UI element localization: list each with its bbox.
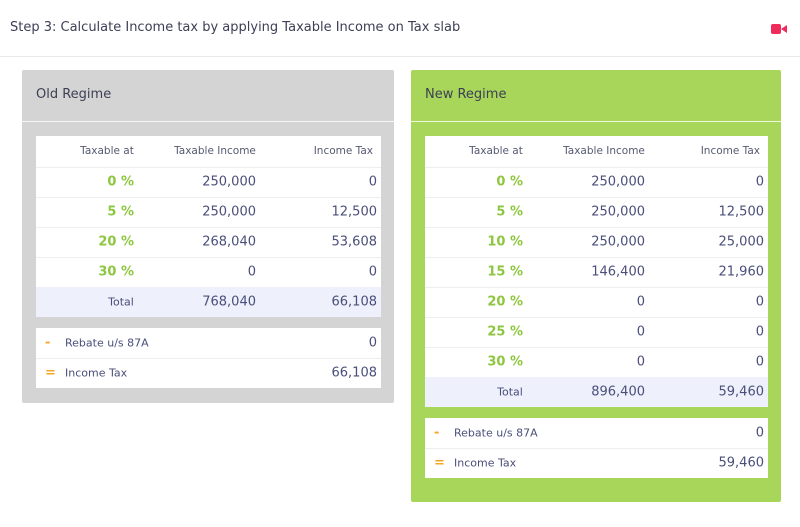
taxable-income: 0 [247, 264, 256, 280]
slab-rate: 20 % [98, 234, 134, 250]
slab-rate: 10 % [487, 234, 523, 250]
panel-title: Old Regime [36, 87, 112, 102]
slab-rate: 15 % [487, 264, 523, 280]
taxable-income: 250,000 [202, 174, 256, 190]
summary-box: - Rebate u/s 87A 0 = Income Tax 66,108 [36, 328, 381, 388]
income-tax: 0 [755, 294, 764, 310]
row-divider [425, 317, 768, 318]
income-tax: 0 [368, 174, 377, 190]
summary-label: Income Tax [65, 366, 128, 380]
divider [0, 56, 800, 57]
row-divider [425, 287, 768, 288]
income-tax: 0 [755, 324, 764, 340]
column-header: Income Tax [313, 145, 373, 157]
summary-value: 59,460 [718, 455, 765, 471]
taxable-income: 268,040 [202, 234, 256, 250]
summary-value: 0 [368, 335, 377, 351]
row-divider [425, 257, 768, 258]
summary-label: Rebate u/s 87A [65, 336, 149, 350]
operator: = [434, 455, 445, 471]
column-header: Taxable at [469, 145, 523, 157]
row-divider [425, 448, 768, 449]
tax-table: Taxable at Taxable Income Income Tax 0 % 250… [425, 136, 768, 407]
total-label: Total [108, 295, 134, 309]
operator: - [434, 425, 440, 441]
column-header: Taxable Income [174, 145, 256, 157]
slab-rate: 0 % [496, 174, 523, 190]
total-label: Total [497, 385, 523, 399]
income-tax: 0 [755, 174, 764, 190]
panel-divider [22, 121, 394, 122]
taxable-income: 250,000 [591, 234, 645, 250]
row-divider [425, 197, 768, 198]
column-header: Taxable at [80, 145, 134, 157]
income-tax: 0 [755, 354, 764, 370]
income-tax: 25,000 [718, 234, 765, 250]
row-divider [425, 227, 768, 228]
slab-rate: 5 % [107, 204, 134, 220]
tax-table: Taxable at Taxable Income Income Tax 0 % 250… [36, 136, 381, 317]
total-row [36, 287, 381, 317]
total-row [425, 377, 768, 407]
total-tax: 66,108 [331, 294, 378, 310]
slab-rate: 25 % [487, 324, 523, 340]
summary-box: - Rebate u/s 87A 0 = Income Tax 59,460 [425, 418, 768, 478]
income-tax: 53,608 [331, 234, 378, 250]
row-divider [425, 167, 768, 168]
row-divider [36, 197, 381, 198]
column-header: Income Tax [700, 145, 760, 157]
column-header: Taxable Income [563, 145, 645, 157]
video-icon[interactable] [771, 23, 787, 35]
summary-label: Income Tax [454, 456, 517, 470]
operator: - [45, 335, 51, 351]
summary-value: 66,108 [331, 365, 378, 381]
row-divider [36, 257, 381, 258]
taxable-income: 250,000 [591, 204, 645, 220]
row-divider [36, 167, 381, 168]
taxable-income: 146,400 [591, 264, 645, 280]
panel-divider [411, 121, 781, 122]
taxable-income: 250,000 [591, 174, 645, 190]
taxable-income: 0 [636, 354, 645, 370]
slab-rate: 0 % [107, 174, 134, 190]
operator: = [45, 365, 56, 381]
total-tax: 59,460 [718, 384, 765, 400]
income-tax: 12,500 [718, 204, 765, 220]
income-tax: 12,500 [331, 204, 378, 220]
income-tax: 21,960 [718, 264, 765, 280]
summary-value: 0 [755, 425, 764, 441]
row-divider [36, 227, 381, 228]
total-income: 896,400 [591, 384, 645, 400]
summary-label: Rebate u/s 87A [454, 426, 538, 440]
slab-rate: 30 % [487, 354, 523, 370]
total-income: 768,040 [202, 294, 256, 310]
regime-panel: Old Regime Taxable at Taxable Income Income… [22, 70, 394, 403]
panel-title: New Regime [425, 87, 507, 102]
taxable-income: 0 [636, 294, 645, 310]
slab-rate: 30 % [98, 264, 134, 280]
row-divider [36, 358, 381, 359]
taxable-income: 250,000 [202, 204, 256, 220]
page-title: Step 3: Calculate Income tax by applying… [10, 20, 461, 35]
income-tax: 0 [368, 264, 377, 280]
slab-rate: 20 % [487, 294, 523, 310]
slab-rate: 5 % [496, 204, 523, 220]
row-divider [425, 347, 768, 348]
regime-panel: New Regime Taxable at Taxable Income Income… [411, 70, 781, 502]
taxable-income: 0 [636, 324, 645, 340]
